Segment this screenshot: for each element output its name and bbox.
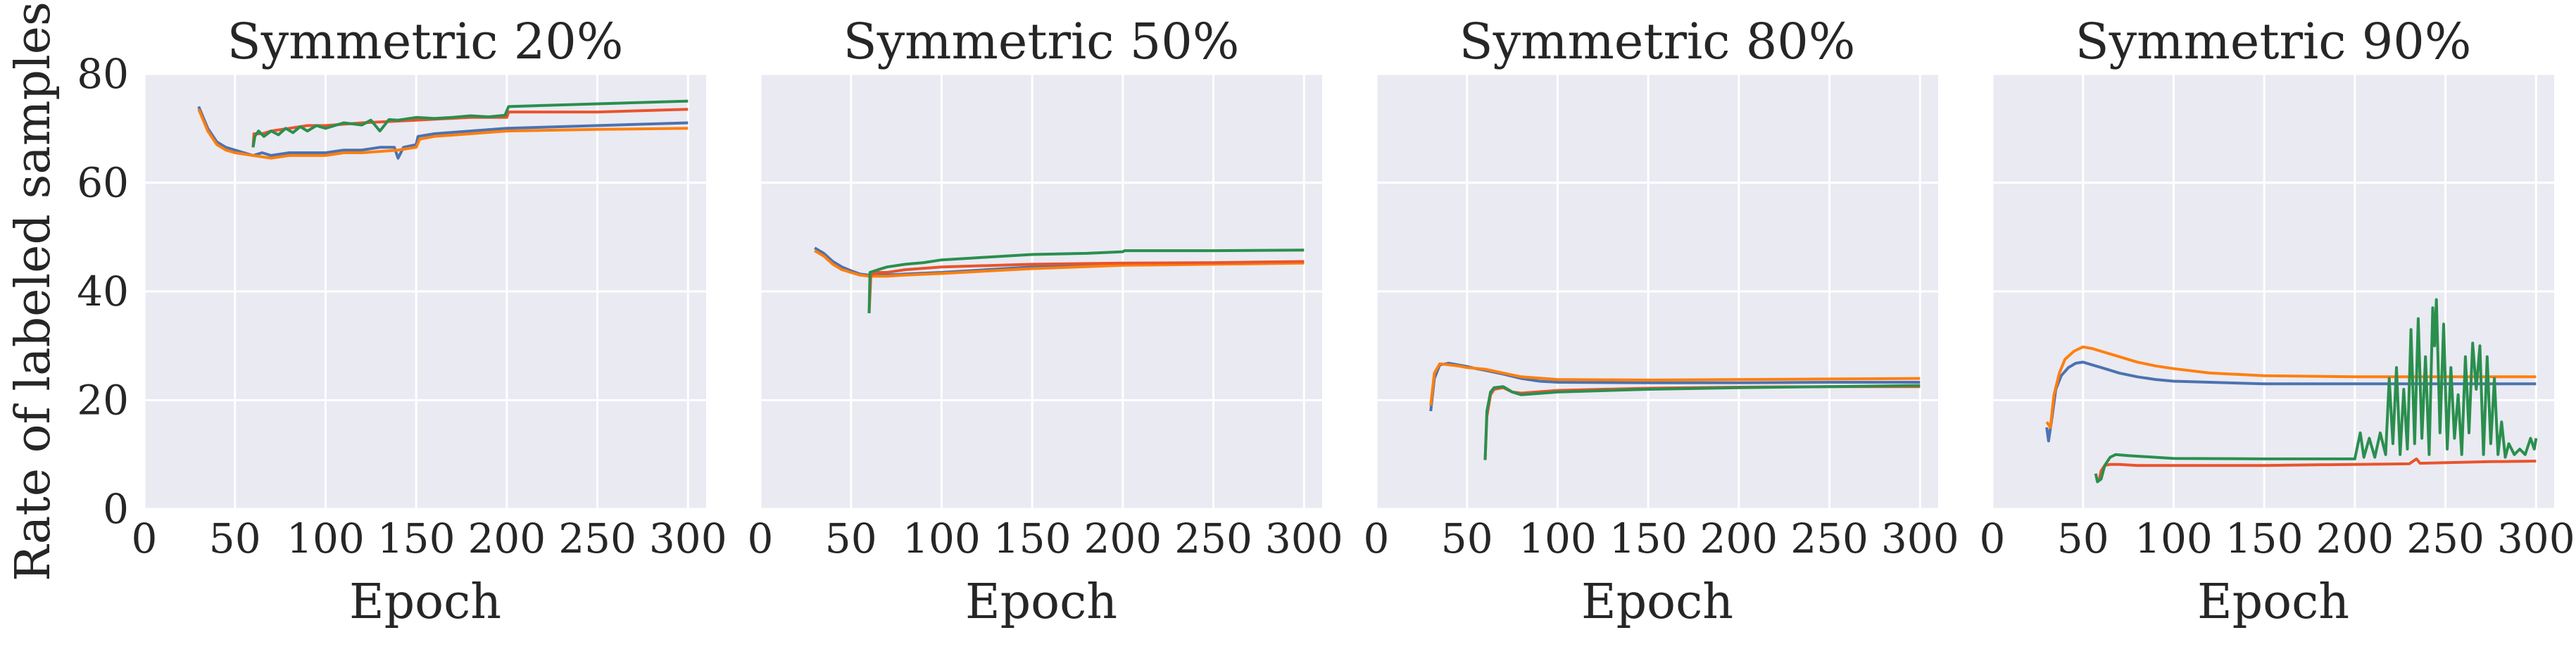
x-tick-label: 200 [467, 515, 546, 562]
figure-ylabel: Rate of labeled samples [6, 1, 61, 581]
x-tick-label: 250 [558, 515, 636, 562]
chart-title: Symmetric 50% [843, 13, 1240, 70]
chart-title: Symmetric 90% [2075, 13, 2472, 70]
x-tick-label: 0 [748, 515, 774, 562]
chart-panel-2: 0 50 100 150 200 250 300 Symmetric 50% Epoch [748, 13, 1343, 630]
x-tick-label: 250 [1174, 515, 1252, 562]
chart-panel-4: 0 50 100 150 200 250 300 Symmetric 90% Epoch [1980, 13, 2575, 630]
y-tick-label: 40 [77, 267, 129, 315]
series-line-orange [2045, 345, 2537, 429]
chart-panel-1: 0 50 100 150 200 250 300 0 20 40 60 80 Symmetric 20%… [77, 13, 727, 630]
x-tick-label: 150 [377, 515, 455, 562]
x-tick-label: 50 [1441, 515, 1493, 562]
x-axis-label: Epoch [965, 574, 1117, 630]
chart-title: Symmetric 20% [227, 13, 624, 70]
x-tick-label: 300 [649, 515, 727, 562]
x-tick-label: 250 [2406, 515, 2484, 562]
y-tick-label: 20 [77, 377, 129, 424]
y-tick-label: 80 [77, 50, 129, 98]
x-tick-label: 100 [2135, 515, 2213, 562]
x-tick-label: 200 [2316, 515, 2394, 562]
x-tick-label: 0 [1980, 515, 2006, 562]
x-tick-label: 0 [1364, 515, 1390, 562]
series-line-orange [197, 108, 689, 160]
x-tick-label: 200 [1699, 515, 1778, 562]
x-tick-label: 250 [1790, 515, 1868, 562]
chart-panel-3: 0 50 100 150 200 250 300 Symmetric 80% Epoch [1364, 13, 1959, 630]
x-tick-label: 50 [2057, 515, 2109, 562]
x-tick-label: 50 [209, 515, 261, 562]
x-tick-label: 50 [825, 515, 877, 562]
x-tick-label: 150 [2225, 515, 2304, 562]
x-tick-label: 300 [2497, 515, 2575, 562]
series-line-green [1483, 384, 1921, 460]
x-tick-label: 200 [1083, 515, 1162, 562]
x-tick-label: 100 [903, 515, 981, 562]
series-line-green [867, 248, 1305, 313]
x-tick-label: 100 [287, 515, 365, 562]
series-line-red [867, 260, 1305, 313]
y-tick-label: 60 [77, 159, 129, 207]
series-line-orange [1429, 362, 1921, 406]
x-tick-label: 300 [1265, 515, 1343, 562]
x-tick-label: 150 [993, 515, 1072, 562]
x-tick-label: 100 [1519, 515, 1597, 562]
x-tick-label: 150 [1609, 515, 1688, 562]
series-line-orange [814, 249, 1305, 278]
x-axis-label: Epoch [2197, 574, 2349, 630]
chart-title: Symmetric 80% [1459, 13, 1856, 70]
x-axis-label: Epoch [1581, 574, 1733, 630]
y-tick-label: 0 [103, 485, 129, 533]
x-axis-label: Epoch [349, 574, 501, 630]
series-line-blue [197, 106, 689, 160]
x-tick-label: 0 [132, 515, 158, 562]
series-line-green [2094, 298, 2538, 484]
series-line-green [251, 99, 689, 148]
x-tick-label: 300 [1881, 515, 1959, 562]
